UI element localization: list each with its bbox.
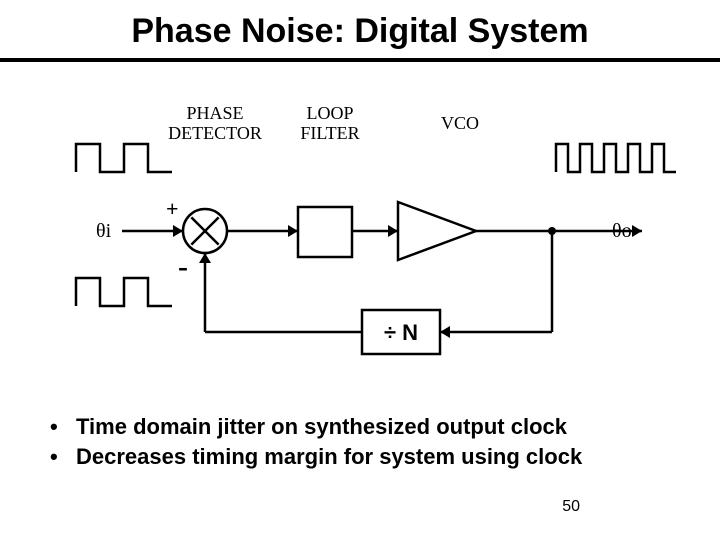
- bullet-1: • Time domain jitter on synthesized outp…: [50, 412, 582, 442]
- svg-text:÷ N: ÷ N: [384, 320, 418, 345]
- bullet-1-text: Time domain jitter on synthesized output…: [76, 412, 567, 442]
- bullet-2-text: Decreases timing margin for system using…: [76, 442, 582, 472]
- bullet-list: • Time domain jitter on synthesized outp…: [50, 412, 582, 471]
- bullet-2: • Decreases timing margin for system usi…: [50, 442, 582, 472]
- bullet-dot: •: [50, 442, 76, 472]
- page-number: 50: [562, 498, 580, 516]
- bullet-dot: •: [50, 412, 76, 442]
